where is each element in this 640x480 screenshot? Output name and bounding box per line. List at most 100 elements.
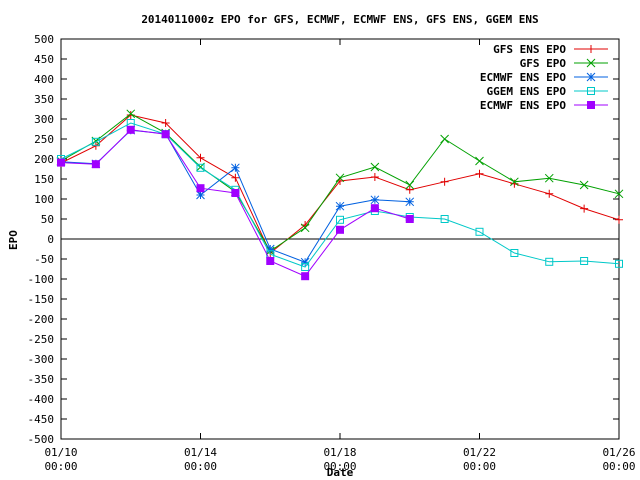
- data-point: [405, 215, 414, 223]
- legend-swatch-marker: [586, 58, 596, 68]
- y-tick-label: -250: [28, 333, 55, 346]
- x-tick-label-date: 01/22: [463, 446, 496, 459]
- data-point: [440, 215, 449, 223]
- y-tick-label: -500: [28, 433, 55, 446]
- legend-swatch-marker: [587, 45, 595, 53]
- legend-swatch-marker: [587, 87, 595, 95]
- data-point: [91, 160, 100, 169]
- data-point: [370, 162, 380, 172]
- data-point: [440, 134, 449, 144]
- y-tick-label: 450: [34, 53, 54, 66]
- data-point: [440, 177, 449, 186]
- legend-swatch-marker: [586, 72, 596, 82]
- x-tick-label-time: 00:00: [602, 460, 635, 473]
- data-point: [579, 180, 589, 190]
- data-point: [161, 130, 170, 139]
- chart-title: 2014011000z EPO for GFS, ECMWF, ECMWF EN…: [141, 13, 538, 26]
- y-tick-label: -450: [28, 413, 55, 426]
- data-point: [370, 173, 379, 181]
- data-point: [475, 156, 484, 166]
- data-point: [475, 227, 484, 236]
- data-point: [475, 169, 484, 178]
- y-tick-label: 0: [47, 233, 54, 246]
- data-point: [370, 204, 379, 213]
- y-axis-label: EPO: [7, 230, 20, 250]
- legend-swatch-marker: [587, 101, 595, 109]
- x-tick-label-date: 01/26: [602, 446, 635, 459]
- series-line: [60, 122, 620, 268]
- legend-label: GFS ENS EPO: [493, 43, 566, 56]
- data-point: [336, 215, 344, 224]
- data-point: [126, 109, 136, 119]
- y-tick-label: -200: [28, 313, 55, 326]
- y-tick-label: -50: [34, 253, 54, 266]
- x-tick-label-date: 01/18: [323, 446, 356, 459]
- data-point: [301, 263, 310, 271]
- data-point: [57, 158, 65, 167]
- series-1: [57, 111, 623, 257]
- y-tick-label: -100: [28, 273, 55, 286]
- data-point: [196, 153, 205, 162]
- data-point: [370, 195, 380, 205]
- data-point: [196, 190, 205, 200]
- data-point: [405, 185, 414, 194]
- data-point: [580, 257, 589, 265]
- axes-layer: 500450400350300250200150100500-50-100-15…: [28, 33, 636, 473]
- y-tick-label: 50: [41, 213, 54, 226]
- y-tick-label: 500: [34, 33, 54, 46]
- data-point: [231, 189, 240, 197]
- data-point: [405, 197, 415, 207]
- data-point: [196, 184, 205, 193]
- data-point: [510, 179, 519, 188]
- legend-label: ECMWF ENS EPO: [480, 71, 566, 84]
- data-point: [231, 173, 240, 182]
- data-point: [614, 189, 624, 199]
- series-4: [57, 119, 623, 271]
- y-tick-label: -300: [28, 353, 55, 366]
- x-tick-label-date: 01/10: [44, 446, 77, 459]
- data-point: [510, 177, 519, 187]
- x-tick-label-time: 00:00: [463, 460, 496, 473]
- x-tick-label-time: 00:00: [323, 460, 356, 473]
- data-point: [196, 163, 205, 172]
- y-tick-label: 400: [34, 73, 54, 86]
- data-point: [126, 125, 135, 134]
- series-layer: [56, 109, 624, 281]
- x-tick-label-time: 00:00: [184, 460, 217, 473]
- y-tick-label: 150: [34, 173, 54, 186]
- y-tick-label: 350: [34, 93, 54, 106]
- x-tick-label-date: 01/14: [184, 446, 217, 459]
- data-point: [265, 244, 275, 254]
- y-tick-label: -400: [28, 393, 55, 406]
- data-point: [544, 173, 554, 183]
- y-tick-label: 100: [34, 193, 54, 206]
- data-point: [405, 180, 415, 190]
- data-point: [335, 173, 345, 183]
- y-tick-label: -350: [28, 373, 55, 386]
- data-point: [545, 189, 554, 198]
- x-axis-label: Date: [327, 466, 354, 479]
- data-point: [300, 223, 310, 233]
- legend-label: GFS EPO: [520, 57, 567, 70]
- legend-label: ECMWF ENS EPO: [480, 99, 566, 112]
- data-point: [545, 257, 554, 266]
- data-point: [161, 119, 170, 127]
- y-tick-label: 250: [34, 133, 54, 146]
- y-tick-label: -150: [28, 293, 55, 306]
- data-point: [335, 201, 345, 211]
- data-point: [336, 225, 344, 234]
- data-point: [91, 137, 100, 146]
- y-tick-label: 200: [34, 153, 54, 166]
- data-point: [510, 249, 519, 257]
- data-point: [301, 272, 310, 281]
- data-point: [266, 257, 275, 265]
- data-point: [580, 204, 589, 213]
- series-5: [57, 125, 414, 281]
- x-tick-label-time: 00:00: [44, 460, 77, 473]
- y-tick-label: 300: [34, 113, 54, 126]
- data-point: [300, 257, 310, 267]
- data-point: [615, 259, 623, 268]
- data-point: [231, 163, 240, 173]
